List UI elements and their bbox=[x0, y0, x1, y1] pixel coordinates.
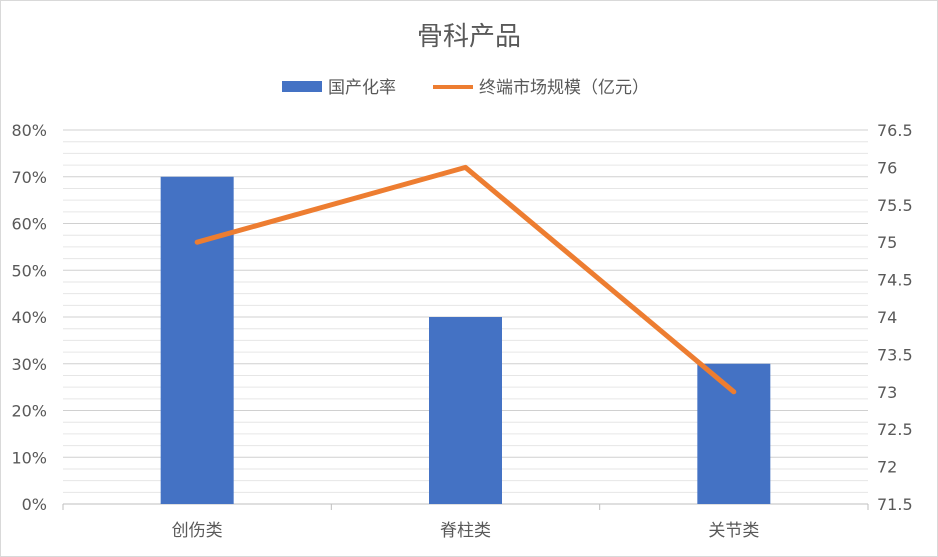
chart-title: 骨科产品 bbox=[417, 22, 521, 52]
line-series bbox=[194, 164, 737, 395]
left-tick-label: 50% bbox=[11, 261, 47, 280]
right-tick-label: 73.5 bbox=[877, 345, 913, 364]
bar bbox=[697, 363, 771, 504]
category-label: 关节类 bbox=[708, 521, 759, 541]
legend-swatch-bar bbox=[282, 81, 322, 92]
right-tick-label: 74.5 bbox=[877, 271, 913, 290]
left-tick-label: 0% bbox=[22, 495, 47, 514]
right-tick-label: 76.5 bbox=[877, 121, 913, 140]
right-axis-ticks: 71.5 72 72.5 73 73.5 74 74.5 75 75.5 76 76.5 bbox=[877, 121, 913, 514]
category-label: 创伤类 bbox=[172, 521, 223, 541]
left-tick-label: 70% bbox=[11, 168, 47, 187]
right-tick-label: 76 bbox=[877, 158, 897, 177]
line-point bbox=[464, 166, 467, 169]
right-tick-label: 75.5 bbox=[877, 196, 913, 215]
category-label: 脊柱类 bbox=[440, 521, 491, 541]
left-tick-label: 40% bbox=[11, 308, 47, 327]
bar-series bbox=[160, 176, 771, 504]
legend-label-bar: 国产化率 bbox=[328, 78, 396, 98]
left-tick-label: 80% bbox=[11, 121, 47, 140]
line-point bbox=[196, 241, 199, 244]
line-point bbox=[732, 390, 735, 393]
left-tick-label: 20% bbox=[11, 402, 47, 421]
left-axis-ticks: 0% 10% 20% 30% 40% 50% 60% 70% 80% bbox=[11, 121, 47, 514]
bar bbox=[429, 317, 502, 504]
left-tick-label: 10% bbox=[11, 448, 47, 467]
right-tick-label: 72.5 bbox=[877, 420, 913, 439]
bar bbox=[160, 176, 234, 504]
legend-label-line: 终端市场规模（亿元） bbox=[479, 78, 649, 98]
right-tick-label: 74 bbox=[877, 308, 897, 327]
category-axis: 创伤类 脊柱类 关节类 bbox=[62, 504, 869, 541]
left-tick-label: 30% bbox=[11, 355, 47, 374]
legend: 国产化率 终端市场规模（亿元） bbox=[282, 78, 649, 98]
right-tick-label: 75 bbox=[877, 233, 897, 252]
right-tick-label: 71.5 bbox=[877, 495, 913, 514]
right-tick-label: 72 bbox=[877, 458, 897, 477]
left-tick-label: 60% bbox=[11, 215, 47, 234]
right-tick-label: 73 bbox=[877, 383, 897, 402]
